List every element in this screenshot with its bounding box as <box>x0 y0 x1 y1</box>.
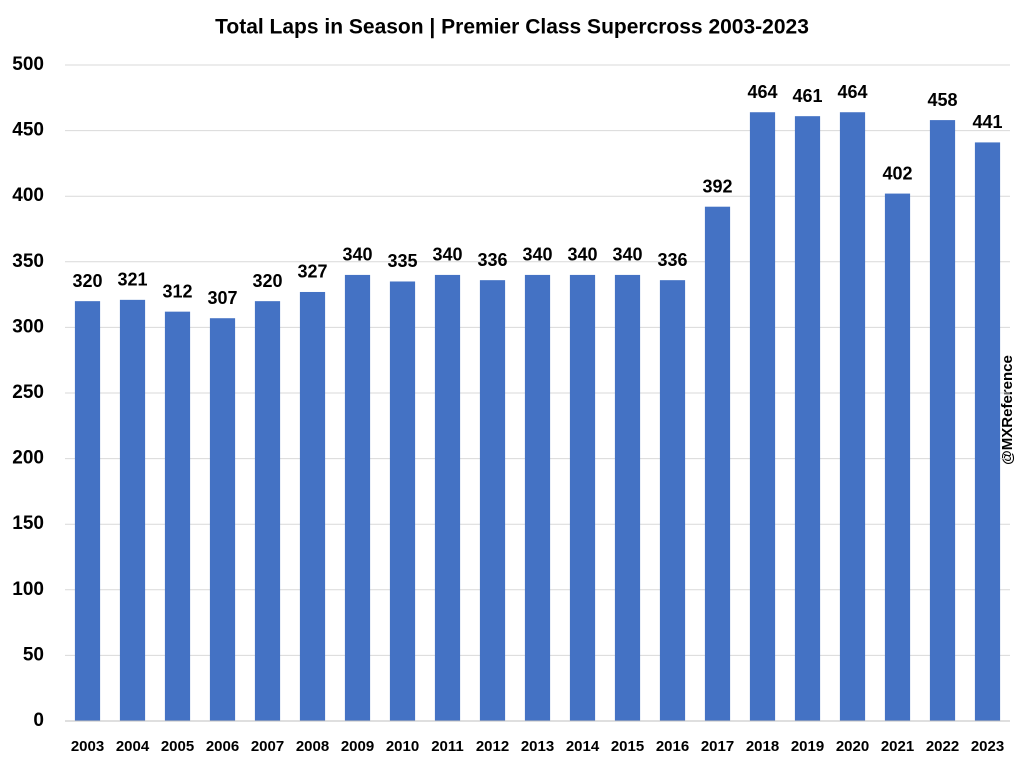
data-label: 307 <box>207 288 237 308</box>
x-tick-label: 2016 <box>656 738 689 755</box>
data-label: 336 <box>657 250 687 270</box>
bar <box>749 112 776 722</box>
x-tick-label: 2006 <box>206 738 239 755</box>
data-label: 464 <box>837 82 867 102</box>
bar <box>884 193 911 722</box>
y-tick-label: 400 <box>12 185 44 206</box>
data-label: 441 <box>972 112 1002 132</box>
data-label: 402 <box>882 163 912 183</box>
y-tick-label: 200 <box>12 448 44 469</box>
x-tick-label: 2019 <box>791 738 824 755</box>
x-tick-label: 2012 <box>476 738 509 755</box>
bar <box>119 299 146 721</box>
y-tick-label: 450 <box>12 120 44 141</box>
x-tick-label: 2008 <box>296 738 329 755</box>
bar <box>614 274 641 721</box>
y-tick-label: 500 <box>12 54 44 75</box>
y-tick-label: 100 <box>12 579 44 600</box>
data-label: 327 <box>297 262 327 282</box>
x-tick-label: 2018 <box>746 738 779 755</box>
x-tick-label: 2010 <box>386 738 419 755</box>
watermark: @MXReference <box>999 355 1016 465</box>
y-tick-label: 0 <box>33 710 44 731</box>
bar <box>479 280 506 721</box>
bar <box>344 274 371 721</box>
bar <box>974 142 1001 721</box>
bar <box>299 291 326 721</box>
data-label: 321 <box>117 270 147 290</box>
x-tick-label: 2022 <box>926 738 959 755</box>
x-tick-label: 2023 <box>971 738 1004 755</box>
bar <box>794 116 821 722</box>
x-tick-label: 2014 <box>566 738 600 755</box>
bar <box>389 281 416 721</box>
x-tick-label: 2004 <box>116 738 150 755</box>
x-tick-label: 2017 <box>701 738 734 755</box>
data-label: 340 <box>522 245 552 265</box>
data-label: 312 <box>162 281 192 301</box>
data-label: 340 <box>342 245 372 265</box>
bar <box>659 280 686 721</box>
data-label: 392 <box>702 176 732 196</box>
x-tick-label: 2007 <box>251 738 284 755</box>
x-tick-label: 2015 <box>611 738 644 755</box>
bar <box>569 274 596 721</box>
x-tick-label: 2011 <box>431 738 464 755</box>
bar <box>434 274 461 721</box>
data-label: 320 <box>252 271 282 291</box>
data-label: 461 <box>792 86 822 106</box>
data-label: 464 <box>747 82 777 102</box>
x-tick-label: 2003 <box>71 738 104 755</box>
x-tick-label: 2021 <box>881 738 914 755</box>
y-tick-label: 50 <box>23 644 44 665</box>
bar <box>524 274 551 721</box>
data-label: 458 <box>927 90 957 110</box>
bar <box>254 301 281 721</box>
x-tick-label: 2020 <box>836 738 869 755</box>
bar <box>839 112 866 722</box>
bar <box>209 318 236 721</box>
x-tick-label: 2013 <box>521 738 554 755</box>
y-tick-label: 250 <box>12 382 44 403</box>
data-label: 320 <box>72 271 102 291</box>
data-label: 340 <box>612 245 642 265</box>
x-tick-label: 2005 <box>161 738 194 755</box>
bar <box>929 120 956 721</box>
chart-title: Total Laps in Season | Premier Class Sup… <box>215 16 809 39</box>
y-tick-label: 300 <box>12 316 44 337</box>
data-label: 340 <box>432 245 462 265</box>
x-tick-label: 2009 <box>341 738 374 755</box>
data-label: 340 <box>567 245 597 265</box>
bar <box>164 311 191 721</box>
y-tick-label: 150 <box>12 513 44 534</box>
bar <box>704 206 731 722</box>
data-label: 336 <box>477 250 507 270</box>
data-label: 335 <box>387 251 417 271</box>
bar <box>74 301 101 721</box>
y-tick-label: 350 <box>12 251 44 272</box>
